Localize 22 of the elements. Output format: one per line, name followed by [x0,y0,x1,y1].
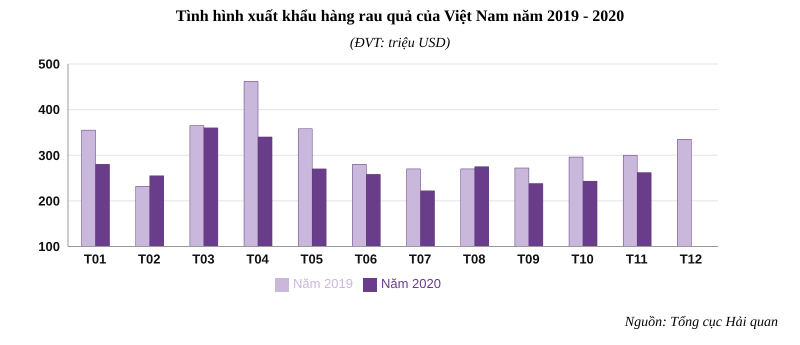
y-tick-label: 200 [38,193,60,208]
y-tick-label: 400 [38,102,60,118]
x-tick-label: T03 [192,252,215,267]
x-tick-label: T07 [408,252,432,267]
text: Nguồn: Tổng cục Hải quan [624,315,778,331]
x-tick-label: T02 [138,252,160,267]
x-tick-label: T01 [84,252,106,267]
y-tick-label: 500 [38,56,60,72]
legend-label: Năm 2019 [293,276,353,292]
chart-subtitle: (ĐVT: triệu USD) [348,36,452,52]
x-tick-label: T08 [463,252,486,267]
chart-title: Tình hình xuất khẩu hàng rau quả của Việt Nam năm 2019 - 2020 [174,8,626,26]
legend-label: Năm 2020 [381,276,441,292]
x-tick-label: T11 [626,252,648,267]
x-tick-label: T04 [246,252,270,267]
y-tick-label: 100 [38,239,60,254]
y-tick-label: 300 [38,148,60,163]
x-tick-label: T09 [517,252,540,267]
x-tick-label: T10 [571,252,594,267]
x-tick-label: T12 [680,252,702,267]
x-tick-label: T05 [300,252,323,267]
x-tick-label: T06 [354,252,378,267]
